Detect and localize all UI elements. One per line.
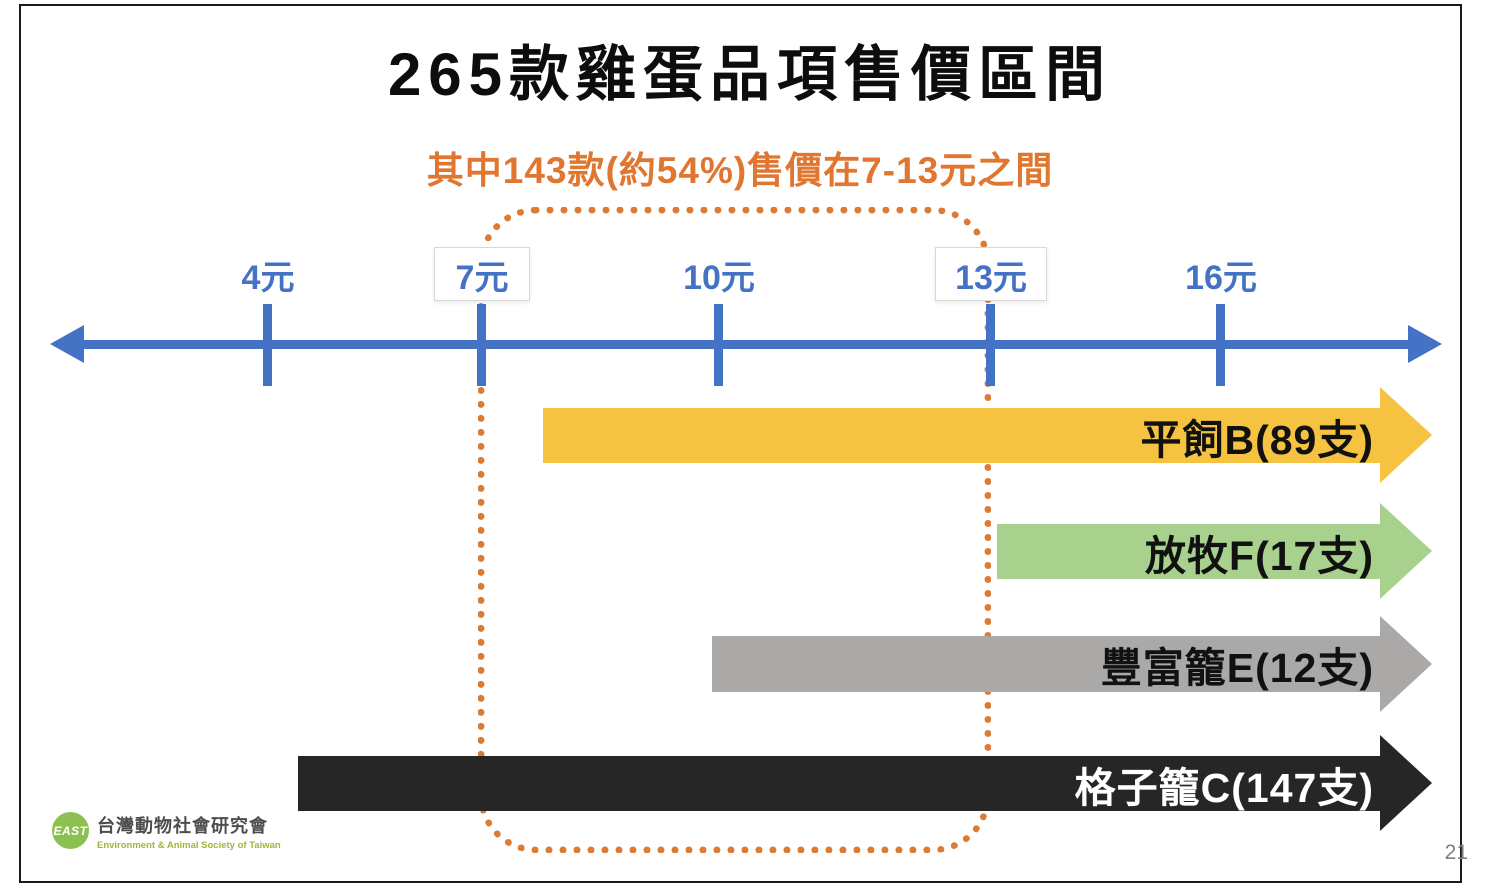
- axis-tick-10: [714, 304, 723, 386]
- range-arrow-barn-b-head-icon: [1380, 387, 1432, 483]
- axis-tick-13: [986, 304, 995, 386]
- price-axis-line: [80, 340, 1412, 349]
- range-arrow-cage-c: 格子籠C(147支): [298, 756, 1380, 811]
- highlight-range-dotted-box: [478, 207, 991, 853]
- range-arrow-enriched-e-label: 豐富籠E(12支): [1100, 645, 1374, 691]
- page-number: 21: [1444, 841, 1468, 864]
- axis-tick-4: [263, 304, 272, 386]
- slide-title: 265款雞蛋品項售價區間: [387, 41, 1113, 108]
- range-arrow-barn-b: 平飼B(89支): [543, 408, 1380, 463]
- range-arrow-freerange-f: 放牧F(17支): [997, 524, 1380, 579]
- axis-label-10: 10元: [683, 259, 755, 297]
- axis-label-13-boxed: 13元: [935, 247, 1047, 301]
- range-arrow-enriched-e-head-icon: [1380, 616, 1432, 712]
- range-arrow-cage-c-label: 格子籠C(147支): [1074, 764, 1374, 811]
- axis-label-7-boxed: 7元: [434, 247, 530, 301]
- organization-name-en: Environment & Animal Society of Taiwan: [97, 840, 281, 851]
- range-arrow-enriched-e: 豐富籠E(12支): [712, 636, 1380, 692]
- organization-name-zh: 台灣動物社會研究會: [97, 816, 268, 836]
- axis-right-arrow-icon: [1408, 325, 1442, 363]
- slide-subtitle: 其中143款(約54%)售價在7-13元之間: [426, 150, 1054, 191]
- range-arrow-barn-b-label: 平飼B(89支): [1140, 416, 1374, 463]
- axis-tick-7: [477, 304, 486, 386]
- range-arrow-freerange-f-head-icon: [1380, 503, 1432, 599]
- organization-logo: EAST 台灣動物社會研究會 Environment & Animal Soci…: [52, 812, 281, 851]
- axis-label-4: 4元: [241, 259, 295, 297]
- range-arrow-freerange-f-label: 放牧F(17支): [1145, 532, 1374, 579]
- axis-tick-16: [1216, 304, 1225, 386]
- axis-left-arrow-icon: [50, 325, 84, 363]
- axis-label-16: 16元: [1185, 259, 1257, 297]
- range-arrow-cage-c-head-icon: [1380, 735, 1432, 831]
- organization-logo-icon: EAST: [52, 812, 89, 849]
